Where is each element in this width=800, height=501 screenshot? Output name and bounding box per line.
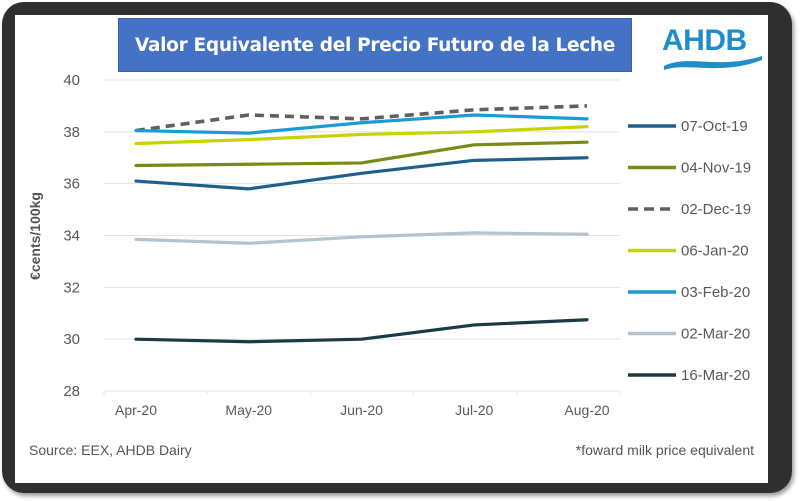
legend-item: 03-Feb-20 [628,284,750,301]
logo-text: AHDB [662,24,747,57]
x-tick-label: Jul-20 [455,402,493,418]
legend-item: 16-Mar-20 [628,367,750,384]
y-tick-label: 38 [63,124,80,141]
legend-item: 07-Oct-19 [628,118,748,135]
ahdb-logo: AHDB [658,24,768,74]
logo-wave-icon [664,56,762,70]
legend-label: 04-Nov-19 [681,160,751,177]
grid-lines [103,79,621,395]
y-axis-ticks: 28 30 32 34 36 38 40 [63,72,80,400]
y-tick-label: 28 [63,383,80,400]
legend-label: 03-Feb-20 [681,284,750,301]
series-line-16-Mar-20 [134,318,589,344]
legend-item: 02-Mar-20 [628,326,750,343]
y-tick-label: 36 [63,176,80,193]
x-tick-label: May-20 [225,402,272,418]
x-tick-label: Jun-20 [340,402,383,418]
source-note: Source: EEX, AHDB Dairy [29,442,192,458]
y-axis-label: €cents/100kg [27,192,43,280]
x-tick-label: Apr-20 [115,402,157,418]
series-line-04-Nov-19 [134,140,589,168]
series-line-03-Feb-20 [134,113,589,135]
series-line-02-Dec-19 [135,104,588,133]
y-tick-label: 34 [63,228,80,245]
series-lines [134,104,589,344]
legend-label: 16-Mar-20 [681,367,750,384]
legend-label: 06-Jan-20 [681,243,749,260]
y-tick-label: 30 [63,331,80,348]
legend-label: 02-Dec-19 [681,201,751,218]
series-line-07-Oct-19 [134,156,589,191]
legend: 07-Oct-19 04-Nov-19 02-Dec-19 06-Jan-20 03-F… [628,118,751,384]
x-tick-label: Aug-20 [564,402,609,418]
y-tick-label: 32 [63,279,80,296]
series-line-06-Jan-20 [134,125,589,146]
legend-item: 04-Nov-19 [628,160,751,177]
y-tick-label: 40 [63,72,80,89]
series-line-02-Mar-20 [134,231,589,245]
footnote: *foward milk price equivalent [575,442,754,458]
x-axis-ticks: Apr-20 May-20 Jun-20 Jul-20 Aug-20 [115,402,610,418]
legend-label: 07-Oct-19 [681,118,748,135]
legend-item: 02-Dec-19 [628,201,751,218]
legend-item: 06-Jan-20 [628,243,749,260]
chart-title: Valor Equivalente del Precio Futuro de l… [118,18,632,72]
legend-label: 02-Mar-20 [681,326,750,343]
